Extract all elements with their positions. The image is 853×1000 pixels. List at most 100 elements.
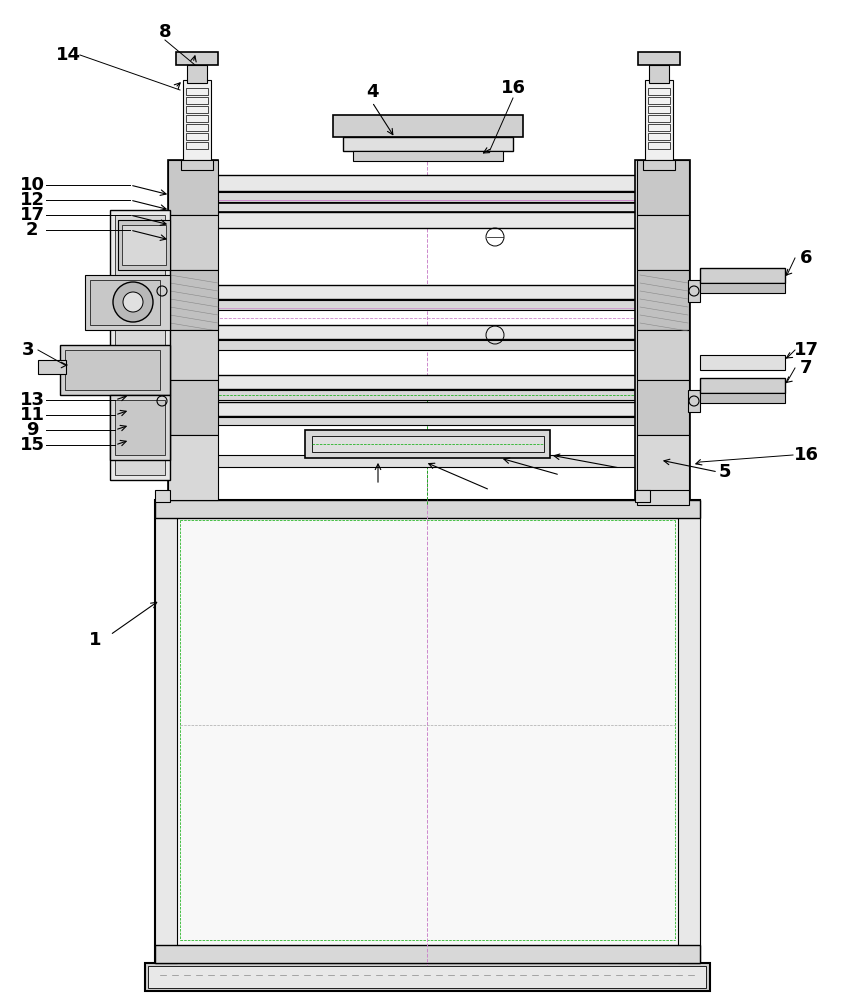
Bar <box>636 215 688 270</box>
Bar <box>65 350 160 390</box>
Bar <box>699 393 784 403</box>
Bar <box>38 360 66 374</box>
Bar <box>168 380 218 435</box>
Text: 17: 17 <box>792 341 817 359</box>
Bar <box>115 215 165 475</box>
Bar <box>115 400 165 455</box>
Bar <box>186 124 208 131</box>
Bar <box>85 275 170 330</box>
Bar <box>168 270 218 330</box>
Bar <box>181 160 212 170</box>
Bar <box>154 500 177 963</box>
Bar <box>215 285 639 299</box>
Bar <box>636 270 688 330</box>
Bar <box>636 490 688 505</box>
Bar <box>145 963 709 991</box>
Bar <box>154 945 699 963</box>
Bar <box>647 124 670 131</box>
Bar <box>635 160 689 500</box>
Bar <box>176 52 218 65</box>
Circle shape <box>123 292 142 312</box>
Bar <box>636 435 688 500</box>
Bar <box>110 395 170 460</box>
Bar <box>636 380 688 435</box>
Text: 7: 7 <box>798 359 811 377</box>
Bar <box>171 165 212 495</box>
Text: 10: 10 <box>20 176 44 194</box>
Text: 16: 16 <box>792 446 817 464</box>
Text: 5: 5 <box>718 463 730 481</box>
Bar <box>118 220 170 270</box>
Text: 6: 6 <box>798 249 811 267</box>
Bar <box>215 390 639 400</box>
Bar <box>215 455 639 467</box>
Bar <box>215 192 639 202</box>
Text: 4: 4 <box>365 83 378 101</box>
Text: 17: 17 <box>20 206 44 224</box>
Bar <box>343 137 513 151</box>
Text: 11: 11 <box>20 406 44 424</box>
Bar <box>699 268 784 283</box>
Bar <box>215 300 639 310</box>
Bar <box>636 330 688 380</box>
Bar <box>110 210 170 480</box>
Bar <box>647 106 670 113</box>
Bar <box>215 175 639 191</box>
Bar <box>647 88 670 95</box>
Bar <box>642 160 674 170</box>
Bar <box>636 160 688 215</box>
Bar <box>168 160 218 500</box>
Bar <box>168 435 218 500</box>
Bar <box>215 340 639 350</box>
Circle shape <box>113 282 153 322</box>
Bar <box>215 203 639 211</box>
Bar <box>644 80 672 160</box>
Bar <box>186 115 208 122</box>
Text: 12: 12 <box>20 191 44 209</box>
Bar <box>122 225 165 265</box>
Bar <box>647 142 670 149</box>
Bar <box>648 65 668 83</box>
Bar <box>333 115 522 137</box>
Text: 14: 14 <box>55 46 80 64</box>
Bar <box>647 97 670 104</box>
Text: 9: 9 <box>26 421 38 439</box>
Bar <box>352 151 502 161</box>
Bar <box>305 430 549 458</box>
Bar <box>699 283 784 293</box>
Bar <box>60 345 170 395</box>
Bar <box>647 133 670 140</box>
Bar <box>186 133 208 140</box>
Bar <box>186 88 208 95</box>
Text: 3: 3 <box>21 341 34 359</box>
Bar <box>187 65 206 83</box>
Bar <box>215 325 639 339</box>
Bar <box>186 142 208 149</box>
Bar <box>635 490 649 502</box>
Bar <box>311 436 543 452</box>
Bar <box>156 390 168 412</box>
Bar <box>154 500 699 518</box>
Text: 2: 2 <box>26 221 38 239</box>
Text: 1: 1 <box>89 631 102 649</box>
Text: 13: 13 <box>20 391 44 409</box>
Bar <box>186 97 208 104</box>
Bar <box>186 106 208 113</box>
Text: 16: 16 <box>500 79 525 97</box>
Bar <box>148 966 705 988</box>
Bar <box>215 417 639 425</box>
Text: 8: 8 <box>159 23 171 41</box>
Bar <box>154 500 699 963</box>
Bar <box>168 215 218 270</box>
Bar <box>156 280 168 302</box>
Bar <box>168 330 218 380</box>
Bar <box>639 165 684 495</box>
Bar <box>637 52 679 65</box>
Bar <box>688 390 699 412</box>
Bar <box>647 115 670 122</box>
Bar <box>215 402 639 416</box>
Bar <box>699 355 784 370</box>
Bar <box>90 280 160 325</box>
Bar <box>183 80 211 160</box>
Text: 15: 15 <box>20 436 44 454</box>
